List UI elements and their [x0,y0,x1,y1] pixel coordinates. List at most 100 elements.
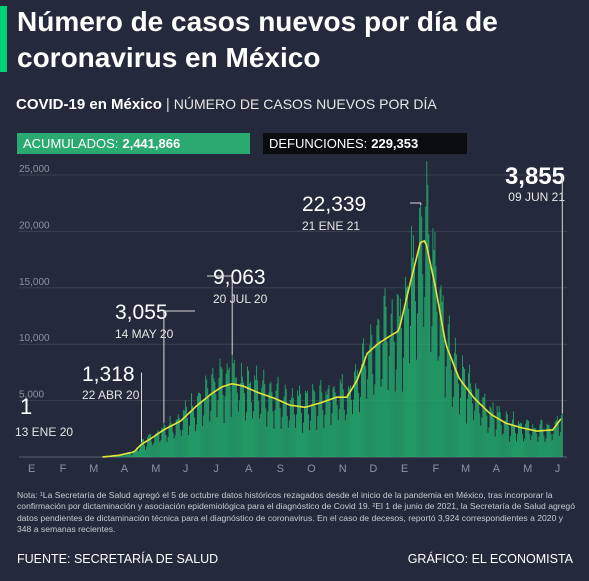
daily-bar [202,426,204,457]
daily-bar [141,442,142,457]
daily-bar [213,378,215,457]
daily-bar [184,400,186,457]
daily-bar [424,296,426,457]
daily-bar [146,446,148,457]
daily-bar [434,232,436,457]
daily-bar [192,405,193,457]
daily-bar [552,433,554,457]
daily-bar [279,407,281,457]
daily-bar [382,343,384,457]
annotation-leader [163,310,195,423]
daily-bar [326,394,328,457]
daily-bar [266,426,268,457]
daily-bar [400,328,402,457]
daily-bar [349,385,351,457]
chart-notes: Nota: ¹La Secretaría de Salud agregó el … [17,490,575,535]
daily-bar [355,364,356,457]
daily-bar [196,424,197,457]
daily-bar [154,436,156,457]
daily-bar [262,380,264,457]
daily-bar [147,437,149,457]
daily-bar [260,413,262,457]
daily-bar [413,235,414,457]
daily-bar [550,434,552,457]
daily-bar [532,424,534,457]
daily-bar [426,161,428,457]
daily-bar [212,367,214,457]
x-tick-label: M [89,463,98,475]
daily-bar [251,402,252,457]
daily-bar [427,184,429,457]
daily-bar [401,391,403,457]
daily-bar [158,433,160,457]
daily-bar [195,431,196,457]
daily-bar [557,421,559,457]
daily-bar [357,369,358,457]
daily-bar [560,415,562,457]
subtitle-main: COVID-19 en México [16,96,162,113]
daily-bar [130,454,132,457]
daily-bar [179,429,181,457]
source-credit: FUENTE: SECRETARÍA DE SALUD [17,552,219,566]
daily-bar [261,387,263,457]
daily-bar [267,411,269,457]
daily-bar [317,416,319,457]
daily-bar [478,388,480,457]
daily-bar [555,420,557,457]
daily-bar [234,378,236,457]
daily-bar [217,400,219,457]
daily-bar [377,318,379,457]
daily-bar [359,412,360,457]
daily-bar [361,364,363,457]
daily-bar [297,390,298,457]
daily-bar [299,385,300,457]
daily-bar [411,225,412,457]
daily-bar [412,258,413,457]
daily-bar [398,315,400,457]
daily-bar [514,426,515,457]
annotation-value: 3,855 [505,163,565,190]
daily-bar [301,412,302,457]
daily-bar [117,455,119,457]
daily-bar [482,397,484,457]
daily-bar [245,420,246,457]
daily-bar [328,385,330,457]
daily-bar [287,427,289,457]
daily-bar [394,391,396,457]
daily-bar [211,374,213,457]
daily-bar [470,383,472,457]
daily-bar [506,414,508,457]
daily-bar [539,424,541,457]
daily-bar [244,392,245,457]
daily-bar [358,392,359,457]
daily-bar [327,388,329,457]
daily-bar [474,410,476,457]
daily-bar [157,430,159,457]
daily-bar [272,411,274,457]
daily-bar [189,425,190,457]
daily-bar [507,425,509,457]
daily-bar [295,414,297,457]
daily-bar [270,381,272,457]
daily-bar [129,452,131,457]
daily-bar [201,401,203,457]
daily-bar [516,441,517,457]
annotation-value: 9,063 [213,266,266,289]
daily-bar [430,352,432,457]
daily-bar [175,419,177,457]
daily-bar [480,425,482,457]
daily-bar [442,295,444,457]
daily-bar [536,433,538,457]
daily-bar [204,398,206,457]
daily-bar [132,451,134,457]
daily-bar [126,452,128,457]
chart-bars [39,161,563,457]
daily-bar [275,390,277,457]
daily-bar [228,367,230,457]
daily-bar [397,295,399,457]
daily-bar [151,441,153,457]
annotation-date: 14 MAY 20 [115,327,174,341]
daily-bar [553,429,555,457]
daily-bar [351,399,352,457]
